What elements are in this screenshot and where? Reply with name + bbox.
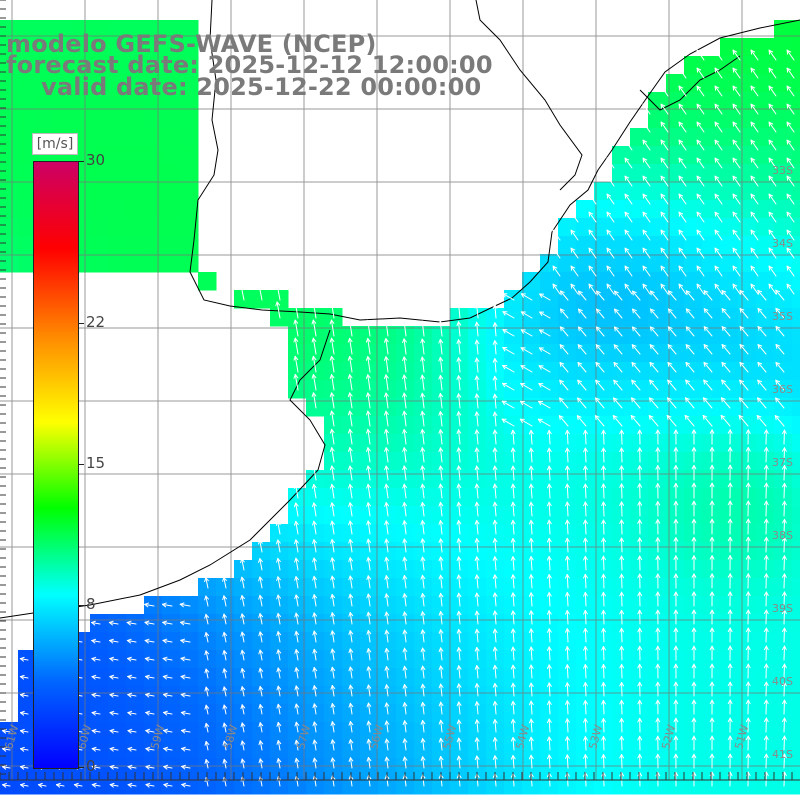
longitude-label: 58W: [221, 723, 240, 751]
longitude-label: 54W: [513, 723, 532, 751]
model-title: modelo GEFS-WAVE (NCEP): [6, 30, 377, 58]
longitude-label: 55W: [440, 723, 459, 751]
legend-tick-mark: [78, 767, 84, 768]
wind-arrows: [2, 49, 795, 788]
legend-tick-label: 22: [86, 312, 106, 331]
longitude-label: 51W: [732, 723, 751, 751]
longitude-label: 61W: [2, 723, 21, 751]
legend-unit: [m/s]: [32, 133, 78, 155]
latitude-label: 35S: [772, 310, 793, 323]
legend-tick-label: 15: [86, 454, 106, 472]
latitude-label: 38S: [772, 529, 793, 542]
legend-tick-mark: [78, 605, 84, 607]
legend-tick-label: 8: [86, 595, 96, 614]
longitude-label: 57W: [294, 723, 313, 751]
latitude-label: 34S: [772, 237, 793, 250]
lat-lon-grid: [0, 0, 800, 780]
color-scale-bar: [33, 161, 79, 769]
latitude-labels: 33S 34S 35S 36S 37S 38S 39S 40S 41S: [772, 164, 793, 761]
longitude-label: 56W: [367, 723, 386, 751]
longitude-label: 52W: [659, 723, 678, 751]
frame-ticks: [0, 0, 800, 781]
longitude-label: 60W: [75, 723, 94, 751]
legend-tick-label: 0: [86, 757, 96, 775]
latitude-label: 33S: [772, 164, 793, 177]
legend-tick-mark: [78, 464, 84, 465]
coastline: [0, 0, 800, 619]
latitude-label: 37S: [772, 456, 793, 469]
wind-speed-field: [0, 20, 800, 795]
longitude-labels: 61W 60W 59W 58W 57W 56W 55W 54W 53W 52W 51W: [2, 723, 751, 751]
latitude-label: 41S: [772, 748, 793, 761]
valid-date: valid date: 2025-12-22 00:00:00: [41, 73, 482, 101]
forecast-date: forecast date: 2025-12-12 12:00:00: [6, 51, 493, 79]
latitude-label: 40S: [772, 675, 793, 688]
legend-tick-mark: [78, 322, 84, 324]
longitude-label: 59W: [148, 723, 167, 751]
legend-tick-mark: [78, 161, 84, 162]
latitude-label: 39S: [772, 602, 793, 615]
longitude-label: 53W: [586, 723, 605, 751]
legend-tick-label: 30: [86, 151, 106, 169]
latitude-label: 36S: [772, 383, 793, 396]
